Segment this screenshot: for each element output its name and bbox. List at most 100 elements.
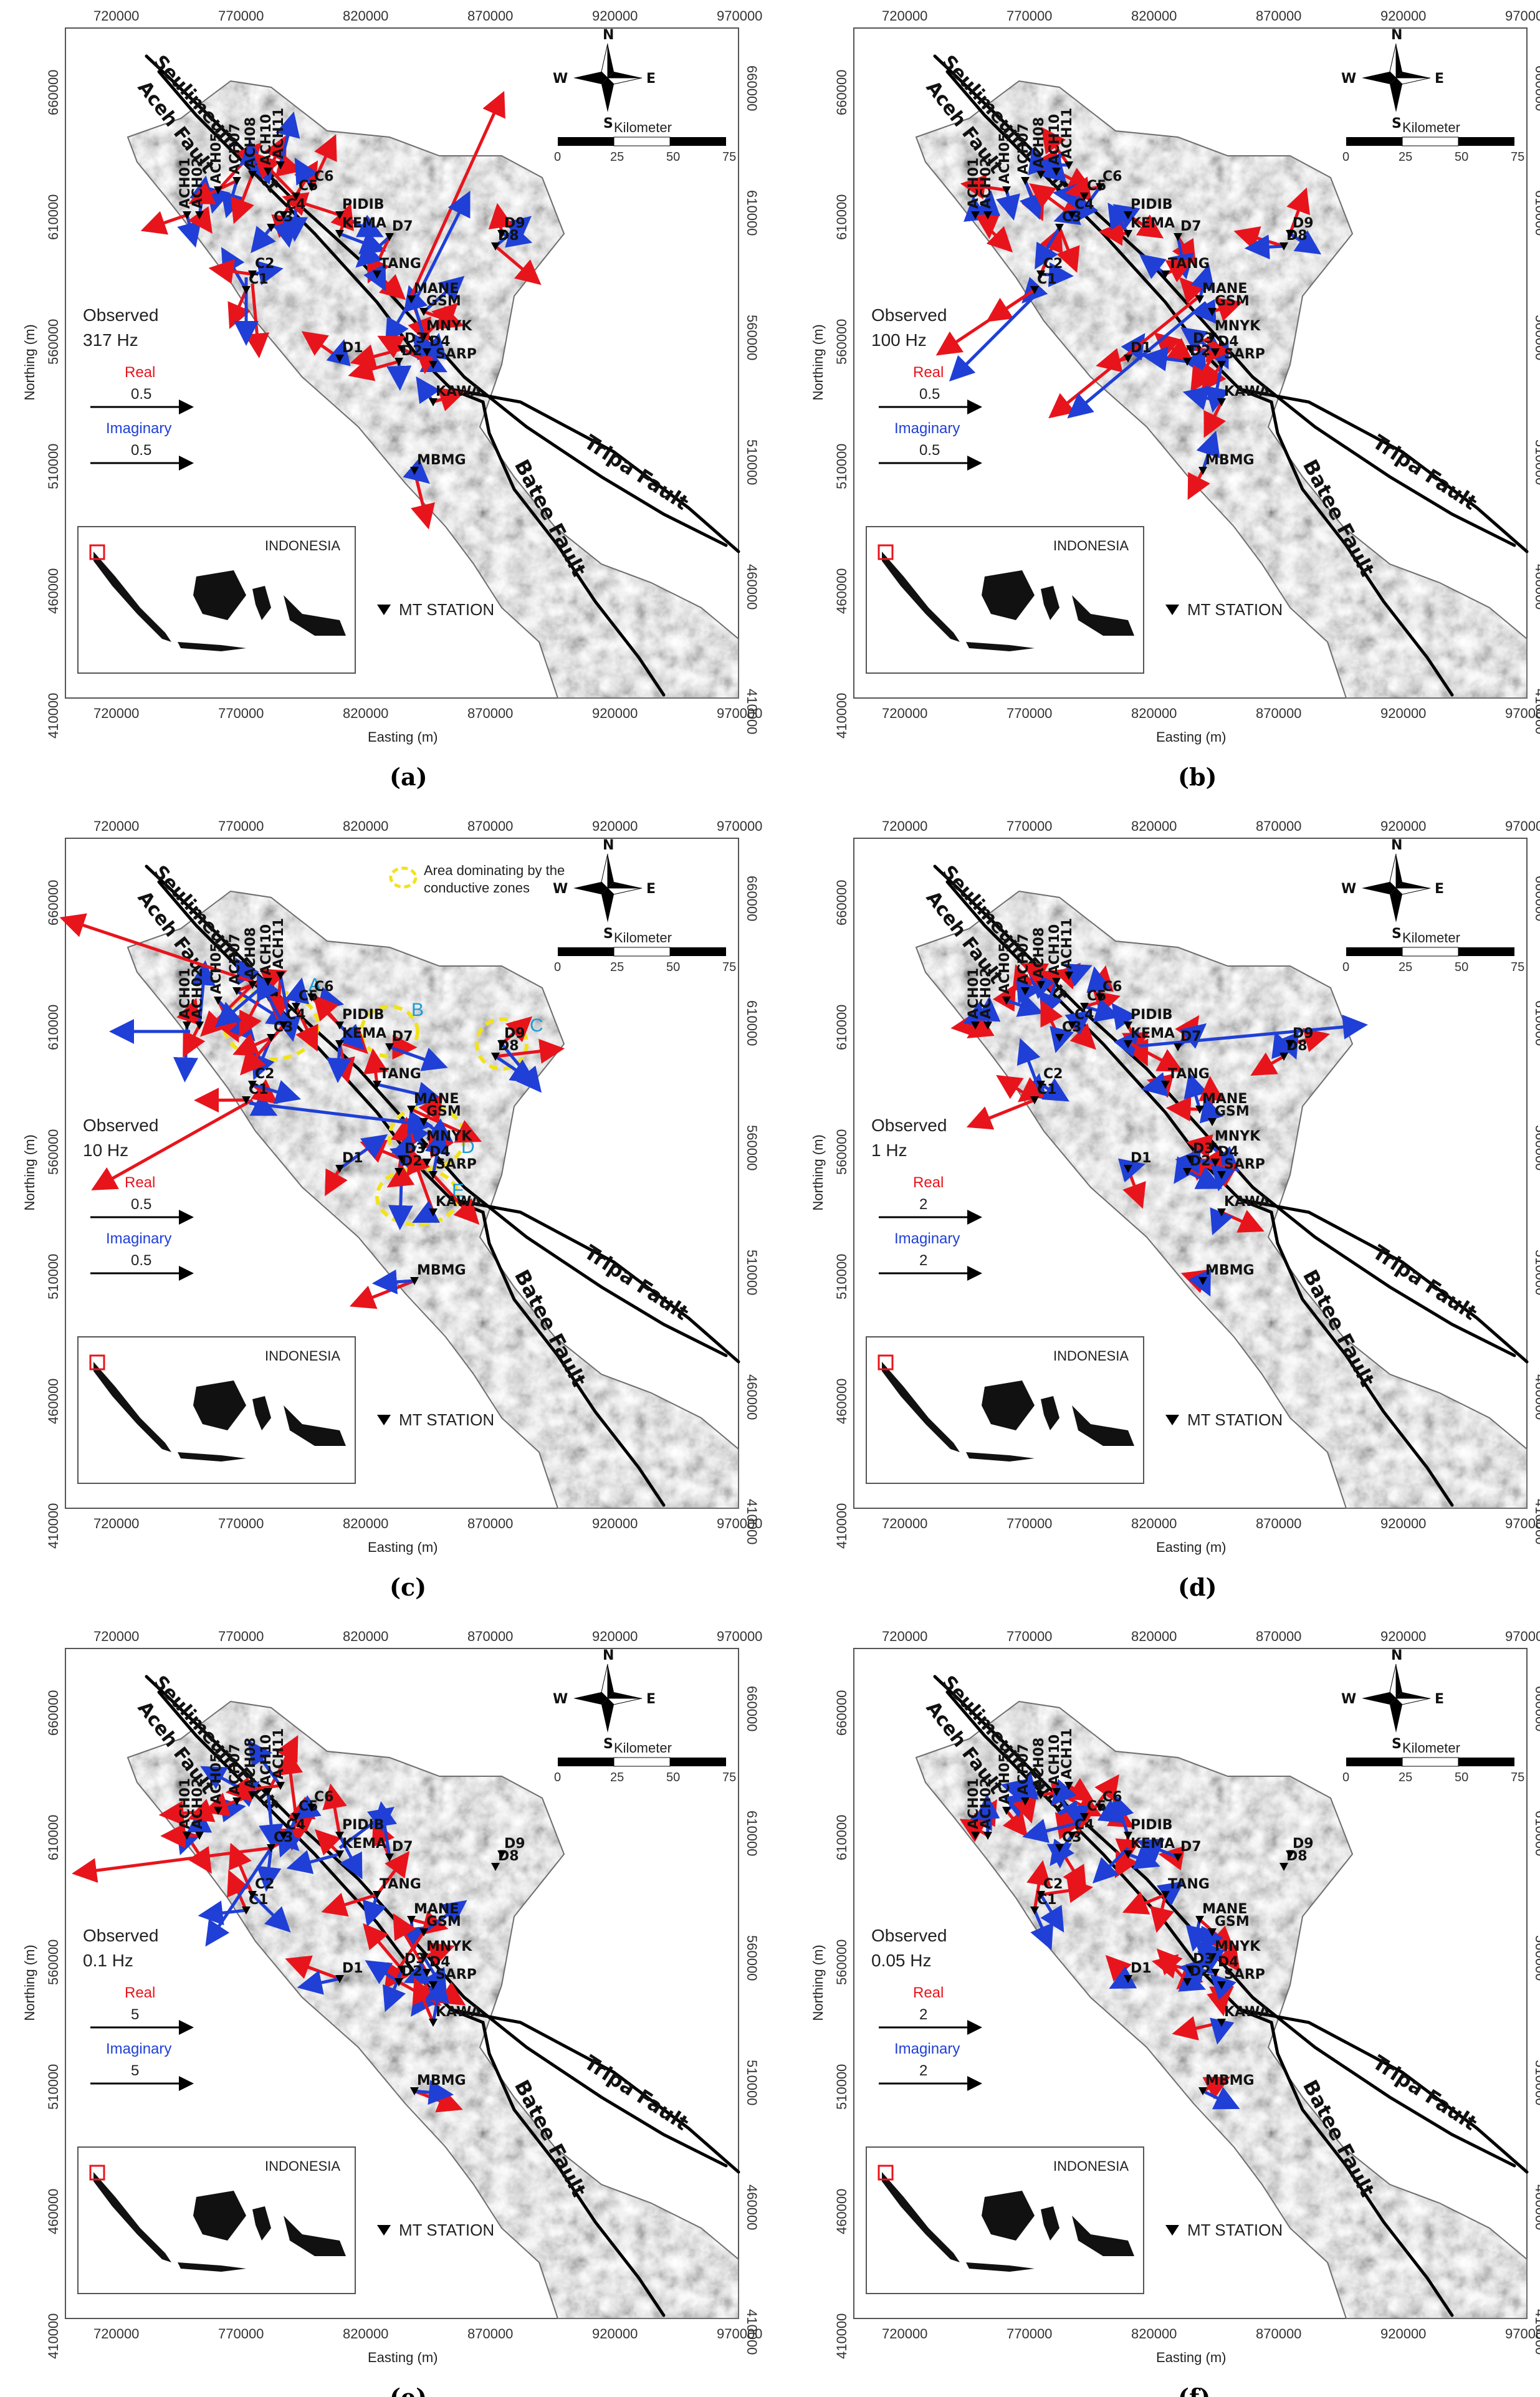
station-label: MBMG	[1205, 2073, 1255, 2088]
station-label: D3	[404, 1951, 426, 1967]
mt-station-marker	[183, 1021, 191, 1030]
station-label: D7	[1180, 219, 1202, 234]
observed-label: Observed	[83, 1926, 158, 1945]
compass-n: N	[603, 1648, 614, 1663]
easting-tick-top: 920000	[1380, 8, 1426, 24]
mt-station-marker	[1186, 345, 1195, 353]
northing-tick-right: 610000	[1533, 1000, 1540, 1046]
easting-tick-bottom: 920000	[1380, 1516, 1426, 1531]
station-label: PIDIB	[1131, 1817, 1173, 1833]
imaginary-arrow	[251, 1893, 291, 1933]
northing-tick-left: 610000	[45, 1815, 61, 1860]
imaginary-legend-label: Imaginary	[894, 2041, 960, 2057]
real-scale-value: 2	[919, 2006, 927, 2023]
mt-station-marker	[419, 308, 428, 316]
station-label: D9	[504, 1836, 525, 1852]
station-label: D9	[1293, 1836, 1314, 1852]
station-label: D4	[1218, 334, 1239, 350]
study-area-box	[89, 1354, 105, 1371]
easting-tick-top: 820000	[1131, 8, 1177, 24]
northing-tick-left: 510000	[834, 1254, 849, 1299]
easting-tick-top: 820000	[343, 8, 388, 24]
easting-tick-bottom: 920000	[592, 706, 638, 721]
mt-station-marker	[423, 348, 431, 356]
station-label: ACH07	[227, 934, 243, 985]
mt-station-marker	[385, 1043, 394, 1051]
mt-station-marker	[248, 1891, 257, 1899]
mt-station-marker	[1174, 1854, 1182, 1862]
arrow-legend: Real 2 Imaginary 2	[879, 1174, 982, 1281]
station-label: SARP	[1224, 1157, 1265, 1172]
imaginary-arrow	[1110, 1793, 1134, 1836]
compass-w: W	[1341, 71, 1356, 87]
northing-tick-left: 510000	[834, 444, 849, 489]
easting-tick-top: 820000	[343, 818, 388, 834]
northing-tick-right: 660000	[744, 65, 760, 111]
easting-tick-top: 720000	[93, 818, 139, 834]
easting-tick-top: 770000	[1007, 1629, 1052, 1644]
mt-station-marker	[971, 1021, 980, 1030]
easting-tick-top: 920000	[592, 1629, 638, 1644]
easting-tick-bottom: 770000	[218, 706, 264, 721]
station-label: ACH05	[997, 133, 1013, 184]
station-label: MANE	[414, 1902, 459, 1917]
northing-tick-left: 560000	[45, 1940, 61, 1985]
mt-station-marker	[335, 1040, 344, 1048]
mt-station-marker	[491, 1053, 500, 1061]
real-arrow	[384, 1931, 426, 1990]
mt-station-marker	[1161, 1891, 1170, 1899]
indonesia-inset: INDONESIA	[77, 526, 356, 674]
mt-station-marker	[1124, 211, 1132, 219]
zone-letter: B	[411, 1000, 424, 1020]
mt-station-marker	[429, 398, 438, 406]
real-arrow	[1073, 1774, 1119, 1837]
scale-tick: 75	[1511, 1771, 1524, 1784]
easting-tick-top: 720000	[882, 818, 927, 834]
station-label: D2	[1190, 1154, 1211, 1169]
panel-letter: (b)	[1178, 763, 1217, 791]
easting-tick-bottom: 870000	[1256, 706, 1301, 721]
northing-tick-right: 510000	[1533, 439, 1540, 485]
mt-station-marker	[1124, 355, 1132, 363]
northing-tick-right: 660000	[1533, 876, 1540, 921]
scale-tick: 50	[1455, 960, 1468, 974]
imaginary-arrow	[277, 1816, 301, 1858]
northing-tick-left: 610000	[834, 1005, 849, 1050]
mt-station-legend-label: MT STATION	[399, 1410, 494, 1429]
mt-station-marker	[1096, 993, 1104, 1002]
mt-station-marker	[398, 1966, 406, 1974]
scale-title: Kilometer	[614, 120, 672, 135]
real-arrow	[325, 1167, 348, 1197]
station-label: C5	[299, 178, 318, 194]
mt-station-marker	[335, 1850, 344, 1859]
compass-s: S	[1392, 1736, 1402, 1752]
easting-tick-bottom: 720000	[93, 1516, 139, 1531]
easting-tick-bottom: 920000	[592, 2326, 638, 2342]
mt-station-marker	[276, 1782, 285, 1790]
y-axis-title: Northing (m)	[810, 1134, 826, 1210]
real-arrow	[1026, 1860, 1051, 1911]
mt-station-marker	[1124, 1832, 1132, 1840]
imaginary-arrow	[1092, 1847, 1129, 1884]
scale-tick: 50	[1455, 150, 1468, 164]
compass-e: E	[1435, 1691, 1444, 1707]
easting-tick-bottom: 970000	[1505, 2326, 1540, 2342]
northing-tick-right: 460000	[744, 1374, 760, 1420]
mt-station-marker	[248, 171, 257, 179]
frequency-label: 317 Hz	[83, 330, 138, 350]
easting-tick-bottom: 720000	[882, 1516, 927, 1531]
station-label: ACH11	[271, 108, 287, 159]
mt-station-marker	[395, 1978, 403, 1986]
mt-station-marker	[971, 1832, 980, 1840]
imaginary-arrow	[259, 1791, 284, 1850]
station-label: ACH07	[227, 123, 243, 175]
northing-tick-right: 410000	[744, 689, 760, 734]
imaginary-arrow	[1142, 347, 1188, 371]
mt-station-legend-marker	[377, 2225, 391, 2236]
y-axis-title: Northing (m)	[810, 324, 826, 400]
station-label: D4	[429, 1954, 451, 1970]
mt-station-marker	[292, 1003, 300, 1011]
real-arrow	[432, 1174, 480, 1225]
mt-station-marker	[1055, 1844, 1064, 1852]
frequency-label: 0.05 Hz	[871, 1951, 932, 1970]
